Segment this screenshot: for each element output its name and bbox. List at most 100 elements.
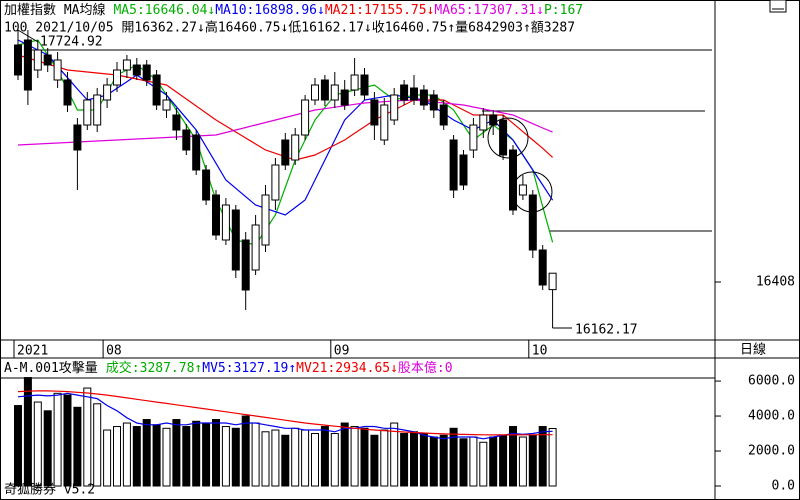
period-label: 日線 (740, 342, 766, 358)
legend-item: MV5:3127.19↑ (202, 361, 296, 376)
volume-bar (380, 429, 389, 487)
candle-body (301, 99, 310, 136)
x-tick-label: 08 (106, 344, 122, 359)
volume-header: A-M.001攻擊量 成交:3287.78↑MV5:3127.19↑MV21:29… (4, 360, 453, 376)
candle-body (518, 184, 527, 196)
volume-bar (103, 429, 112, 487)
candle-body (142, 64, 151, 81)
window-icon[interactable] (769, 0, 787, 13)
legend: MA5:16646.04↓MA10:16898.96↓MA21:17155.75… (113, 3, 583, 18)
volume-bar (172, 419, 181, 487)
candle-body (429, 94, 438, 111)
candle-body (103, 84, 112, 101)
volume-bar (410, 431, 418, 487)
legend-item: MA21:17155.75↓ (325, 3, 435, 18)
candle-body (221, 204, 230, 241)
candle-body (548, 272, 557, 291)
legend-item: MV21:2934.65↓ (296, 361, 398, 376)
volume-bar (469, 436, 478, 487)
volume-bar (152, 424, 161, 487)
candle-body (271, 164, 280, 201)
candle-body (162, 99, 171, 111)
volume-bar (429, 436, 438, 487)
highlight-circle (511, 171, 553, 213)
x-tick-label: 2021 (17, 344, 48, 359)
candle-body (53, 59, 62, 81)
y-tick-label: 0.0 (772, 479, 795, 494)
candle-body (93, 94, 102, 126)
legend-item: MA5:16646.04↓ (113, 3, 215, 18)
volume-bar (360, 427, 369, 487)
price-header: 加權指數 MA均線 MA5:16646.04↓MA10:16898.96↓MA21… (4, 2, 583, 18)
volume-bar (479, 441, 488, 487)
candle-body (380, 104, 389, 141)
plot-layer: 17724.92 16162.17 16408 2021 08 09 10 0.0 2000.0… (13, 29, 795, 494)
candle-body (370, 99, 379, 126)
candle-body (192, 134, 201, 171)
volume-bar (241, 415, 250, 487)
volume-bar (43, 410, 52, 487)
volume-bar (518, 436, 527, 487)
volume-bar (350, 426, 359, 487)
volume-bar (340, 422, 349, 487)
chart-title: 加權指數 MA均線 (4, 2, 105, 18)
y-tick-label: 4000.0 (748, 409, 795, 424)
volume-bar (439, 434, 448, 487)
volume-bar (459, 438, 468, 487)
candle-body (360, 74, 369, 96)
volume-bar (281, 434, 290, 487)
volume-bar (489, 436, 498, 487)
candle-body (439, 104, 448, 126)
volume-bar (192, 420, 201, 487)
volume-bar (73, 406, 82, 487)
candle-body (83, 99, 92, 126)
candle-body (43, 54, 52, 66)
volume-bar (83, 387, 92, 487)
candle-body (350, 74, 359, 91)
y-tick-label: 16408 (756, 275, 795, 290)
candle-body (261, 194, 270, 246)
candle-body (122, 59, 131, 71)
volume-bar (370, 434, 379, 487)
volume-bar (221, 426, 230, 487)
candle-body (14, 44, 22, 76)
y-tick-label: 6000.0 (748, 374, 795, 389)
candle-body (132, 64, 141, 76)
volume-bar (113, 426, 121, 487)
volume-bar (271, 429, 280, 487)
candle-body (23, 39, 32, 91)
high-label: 17724.92 (40, 35, 103, 50)
chart-title: A-M.001攻擊量 (4, 360, 98, 376)
legend-item: 成交:3287.78↑ (106, 360, 202, 376)
candle-body (281, 139, 290, 166)
volume-bar (93, 403, 102, 487)
candle-body (152, 74, 161, 106)
volume-bar (142, 419, 151, 487)
volume-bar (122, 422, 131, 487)
volume-bar (320, 426, 329, 487)
volume-bar (14, 405, 22, 487)
ma-line (17, 390, 553, 436)
volume-bar (301, 429, 310, 487)
candle-body (241, 239, 250, 291)
volume-bar (548, 427, 557, 487)
highlight-circle (487, 117, 529, 159)
candle-body (489, 114, 498, 126)
candle-body (390, 94, 399, 121)
legend-item: P:167 (544, 3, 583, 18)
volume-bar (449, 427, 458, 487)
low-label: 16162.17 (575, 323, 638, 338)
candle-body (538, 249, 547, 286)
legend-item: MA65:17307.31↓ (434, 3, 544, 18)
volume-bar (330, 433, 339, 487)
candle-body (212, 194, 220, 236)
volume-bar (499, 434, 508, 487)
annotation-leader (17, 29, 39, 43)
legend: 成交:3287.78↑MV5:3127.19↑MV21:2934.65↓股本億:… (106, 360, 453, 376)
volume-bar (538, 426, 547, 487)
volume-bar (231, 427, 240, 487)
candle-body (291, 134, 300, 161)
candle-body (419, 89, 428, 106)
volume-bar (251, 422, 260, 487)
